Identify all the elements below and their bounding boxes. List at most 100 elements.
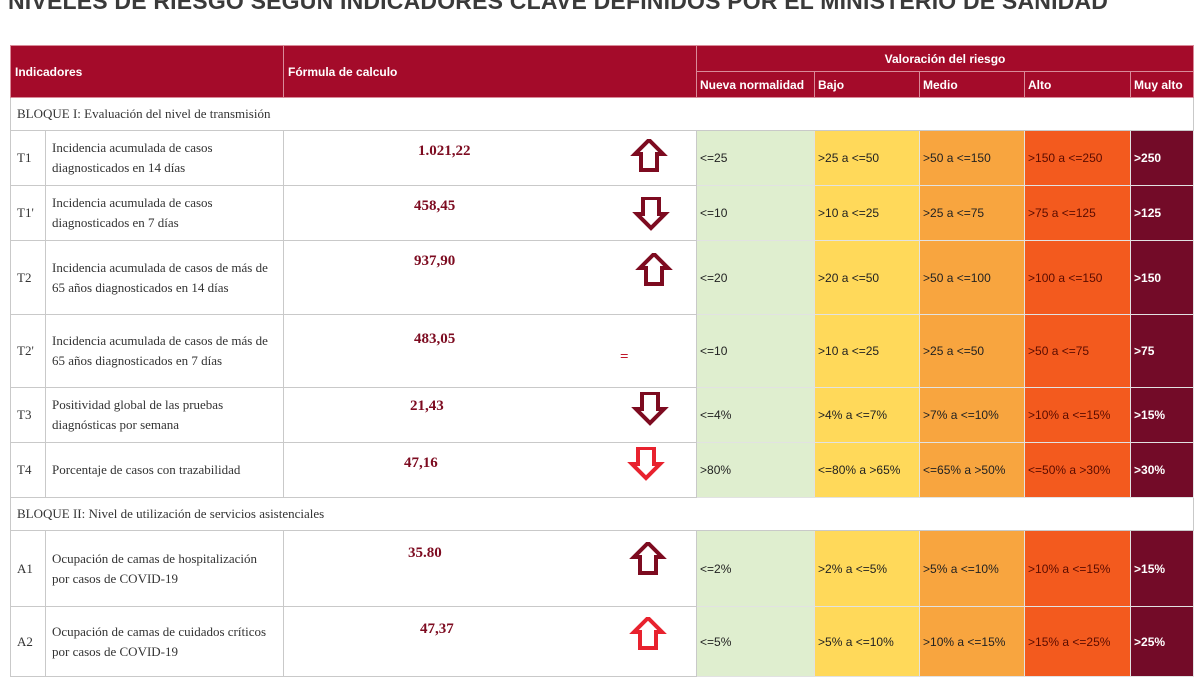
risk-range-level-2: >25 a <=50 bbox=[919, 314, 1026, 388]
indicator-value: 35.80 bbox=[408, 545, 442, 561]
risk-range-level-2: >10% a <=15% bbox=[919, 606, 1026, 677]
indicator-name: Ocupación de camas de cuidados críticos … bbox=[44, 606, 285, 677]
table-row: A2 Ocupación de camas de cuidados crítico… bbox=[10, 606, 1195, 677]
indicator-code: T4 bbox=[10, 442, 46, 498]
table-row: T1 Incidencia acumulada de casos diagnost… bbox=[10, 130, 1195, 186]
risk-range-level-0: <=10 bbox=[696, 185, 816, 241]
risk-range-level-1: >20 a <=50 bbox=[814, 240, 921, 315]
risk-range-level-0: <=20 bbox=[696, 240, 816, 315]
trend-up-arrow-icon bbox=[635, 253, 673, 286]
header-level-medio: Medio bbox=[919, 71, 1026, 98]
formula-cell: 47,16 bbox=[283, 442, 698, 498]
indicator-name: Porcentaje de casos con trazabilidad bbox=[44, 442, 285, 498]
block-title-row: BLOQUE II: Nivel de utilización de servi… bbox=[9, 497, 1195, 531]
indicator-code: A2 bbox=[10, 606, 46, 677]
risk-range-level-0: <=25 bbox=[696, 130, 816, 186]
indicator-name: Incidencia acumulada de casos de más de … bbox=[44, 240, 285, 315]
risk-range-level-2: >50 a <=150 bbox=[919, 130, 1026, 186]
table-row: T2 Incidencia acumulada de casos de más d… bbox=[10, 240, 1195, 315]
indicator-name: Incidencia acumulada de casos diagnostic… bbox=[44, 130, 285, 186]
risk-range-level-2: >25 a <=75 bbox=[919, 185, 1026, 241]
table-row: T4 Porcentaje de casos con trazabilidad 47… bbox=[10, 442, 1195, 498]
block-title: BLOQUE I: Evaluación del nivel de transm… bbox=[9, 97, 1195, 131]
indicator-value: 458,45 bbox=[414, 198, 456, 214]
trend-down-arrow-icon bbox=[631, 392, 669, 426]
risk-range-level-3: >10% a <=15% bbox=[1024, 387, 1132, 443]
trend-up-arrow-icon bbox=[630, 139, 668, 172]
indicator-value: 21,43 bbox=[410, 398, 444, 414]
table-body: BLOQUE I: Evaluación del nivel de transm… bbox=[9, 97, 1195, 677]
formula-cell: 21,43 bbox=[283, 387, 698, 443]
risk-range-level-4: >30% bbox=[1130, 442, 1195, 498]
risk-table: Indicadores Fórmula de calculo Valoració… bbox=[9, 45, 1195, 677]
risk-range-level-3: <=50% a >30% bbox=[1024, 442, 1132, 498]
risk-range-level-3: >15% a <=25% bbox=[1024, 606, 1132, 677]
indicator-name: Ocupación de camas de hospitalización po… bbox=[44, 530, 285, 607]
table-row: T2' Incidencia acumulada de casos de más … bbox=[10, 314, 1195, 388]
risk-range-level-1: <=80% a >65% bbox=[814, 442, 921, 498]
risk-range-level-2: >50 a <=100 bbox=[919, 240, 1026, 315]
formula-cell: 458,45 bbox=[283, 185, 698, 241]
header-level-muy-alto: Muy alto bbox=[1130, 71, 1195, 98]
block-title: BLOQUE II: Nivel de utilización de servi… bbox=[9, 497, 1195, 531]
page-title: NIVELES DE RIESGO SEGÚN INDICADORES CLAV… bbox=[8, 0, 1109, 14]
risk-range-level-3: >75 a <=125 bbox=[1024, 185, 1132, 241]
risk-range-level-1: >2% a <=5% bbox=[814, 530, 921, 607]
risk-range-level-1: >25 a <=50 bbox=[814, 130, 921, 186]
risk-range-level-0: <=5% bbox=[696, 606, 816, 677]
risk-range-level-1: >10 a <=25 bbox=[814, 185, 921, 241]
risk-range-level-4: >15% bbox=[1130, 530, 1195, 607]
formula-cell: 483,05 = bbox=[283, 314, 698, 388]
indicator-value: 47,16 bbox=[404, 455, 438, 471]
table-row: T1' Incidencia acumulada de casos diagnos… bbox=[10, 185, 1195, 241]
indicator-value: 937,90 bbox=[414, 253, 456, 269]
block-title-row: BLOQUE I: Evaluación del nivel de transm… bbox=[9, 97, 1195, 131]
risk-range-level-1: >4% a <=7% bbox=[814, 387, 921, 443]
indicator-code: T1' bbox=[10, 185, 46, 241]
formula-cell: 35.80 bbox=[283, 530, 698, 607]
indicator-value: 47,37 bbox=[420, 621, 454, 637]
header-valoracion: Valoración del riesgo bbox=[696, 45, 1195, 72]
trend-down-arrow-icon bbox=[632, 197, 670, 231]
trend-equal-icon: = bbox=[620, 349, 629, 365]
risk-range-level-4: >75 bbox=[1130, 314, 1195, 388]
trend-up-arrow-icon bbox=[629, 542, 667, 575]
trend-down-arrow-icon bbox=[627, 447, 665, 481]
indicator-code: T2 bbox=[10, 240, 46, 315]
risk-range-level-2: >5% a <=10% bbox=[919, 530, 1026, 607]
indicator-code: A1 bbox=[10, 530, 46, 607]
indicator-name: Positividad global de las pruebas diagnó… bbox=[44, 387, 285, 443]
risk-range-level-3: >100 a <=150 bbox=[1024, 240, 1132, 315]
risk-range-level-4: >25% bbox=[1130, 606, 1195, 677]
header-formula: Fórmula de calculo bbox=[283, 45, 698, 98]
header-level-nueva-normalidad: Nueva normalidad bbox=[696, 71, 816, 98]
formula-cell: 47,37 bbox=[283, 606, 698, 677]
trend-up-arrow-icon bbox=[629, 617, 667, 650]
indicator-value: 483,05 bbox=[414, 331, 456, 347]
risk-range-level-1: >10 a <=25 bbox=[814, 314, 921, 388]
indicator-code: T2' bbox=[10, 314, 46, 388]
header-level-alto: Alto bbox=[1024, 71, 1132, 98]
risk-range-level-4: >125 bbox=[1130, 185, 1195, 241]
formula-cell: 937,90 bbox=[283, 240, 698, 315]
table-row: A1 Ocupación de camas de hospitalización … bbox=[10, 530, 1195, 607]
header-level-bajo: Bajo bbox=[814, 71, 921, 98]
indicator-value: 1.021,22 bbox=[418, 143, 471, 159]
risk-range-level-3: >50 a <=75 bbox=[1024, 314, 1132, 388]
indicator-code: T1 bbox=[10, 130, 46, 186]
risk-range-level-0: >80% bbox=[696, 442, 816, 498]
header-indicadores: Indicadores bbox=[9, 45, 285, 98]
risk-range-level-3: >150 a <=250 bbox=[1024, 130, 1132, 186]
risk-range-level-3: >10% a <=15% bbox=[1024, 530, 1132, 607]
risk-range-level-0: <=2% bbox=[696, 530, 816, 607]
indicator-code: T3 bbox=[10, 387, 46, 443]
formula-cell: 1.021,22 bbox=[283, 130, 698, 186]
risk-range-level-1: >5% a <=10% bbox=[814, 606, 921, 677]
risk-range-level-2: <=65% a >50% bbox=[919, 442, 1026, 498]
risk-range-level-0: <=10 bbox=[696, 314, 816, 388]
risk-range-level-2: >7% a <=10% bbox=[919, 387, 1026, 443]
risk-range-level-4: >15% bbox=[1130, 387, 1195, 443]
risk-range-level-0: <=4% bbox=[696, 387, 816, 443]
risk-range-level-4: >150 bbox=[1130, 240, 1195, 315]
indicator-name: Incidencia acumulada de casos diagnostic… bbox=[44, 185, 285, 241]
